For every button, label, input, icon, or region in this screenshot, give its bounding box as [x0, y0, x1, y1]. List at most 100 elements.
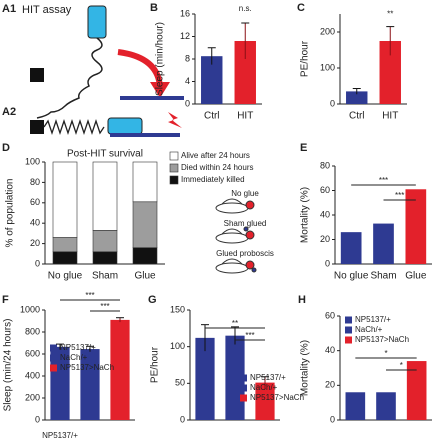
y-tick-label: 0 — [330, 414, 335, 424]
y-axis-label: Sleep (min/24 hours) — [3, 319, 14, 412]
x-tick-label: Glue — [405, 271, 427, 282]
y-tick-label: 0 — [330, 98, 335, 108]
bar — [80, 349, 100, 420]
x-tick-label: Sham — [92, 271, 118, 282]
bar — [345, 392, 366, 420]
fly-illustrations — [215, 198, 257, 274]
y-tick-label: 40 — [30, 218, 40, 228]
y-tick-label: 80 — [320, 160, 330, 170]
y-tick-label: 0 — [35, 258, 40, 268]
y-tick-label: 800 — [25, 326, 40, 336]
hit-diagram — [30, 5, 184, 137]
x-tick-label: HIT — [237, 111, 253, 122]
legend-swatch — [345, 336, 352, 344]
bar-segment — [92, 230, 118, 253]
y-tick-label: 60 — [30, 197, 40, 207]
legend-label: Alive after 24 hours — [181, 151, 250, 160]
bar — [234, 41, 256, 104]
bar — [340, 232, 362, 264]
legend-label: NP5137/+ — [250, 373, 286, 382]
bar — [406, 361, 427, 420]
x-tick-label: Sham — [370, 271, 396, 282]
legend-label: NaCh/+ — [60, 353, 88, 362]
y-tick-label: 20 — [325, 380, 335, 390]
significance: *** — [379, 176, 388, 185]
y-tick-label: 150 — [170, 304, 185, 314]
legend-swatch — [240, 384, 247, 392]
y-tick-label: 0 — [180, 414, 185, 424]
legend-label: NaCh/+ — [250, 383, 278, 392]
bar-segment — [132, 161, 158, 203]
legend-swatch — [240, 374, 247, 382]
bar — [225, 335, 245, 420]
legend-label: NP5137>NaCh — [60, 363, 114, 372]
y-tick-label: 200 — [25, 392, 40, 402]
legend-swatch — [169, 175, 179, 185]
significance: n.s. — [239, 4, 252, 13]
legend-label: NaCh/+ — [355, 325, 383, 334]
x-tick-label: Ctrl — [204, 111, 220, 122]
legend-label: NP5137/+ — [355, 315, 391, 324]
y-tick-label: 0 — [35, 414, 40, 424]
legend-swatch — [169, 151, 179, 161]
legend-swatch — [50, 364, 57, 372]
bar — [346, 91, 368, 104]
y-tick-label: 20 — [320, 234, 330, 244]
y-tick-label: 600 — [25, 348, 40, 358]
illustration-label: Glued proboscis — [216, 249, 274, 258]
panel-label: D — [2, 142, 10, 154]
y-tick-label: 4 — [185, 76, 190, 86]
legend-swatch — [169, 163, 179, 173]
bar — [379, 41, 401, 104]
panel-label: H — [298, 294, 306, 306]
diagram-title: HIT assay — [22, 4, 72, 16]
bar — [376, 392, 396, 420]
panel-label: B — [150, 2, 158, 14]
panel-label: A2 — [2, 106, 16, 118]
legend-swatch — [345, 326, 352, 334]
y-tick-label: 200 — [320, 26, 335, 36]
significance: ** — [232, 319, 238, 328]
y-tick-label: 60 — [325, 310, 335, 320]
significance: *** — [395, 191, 404, 200]
y-tick-label: 80 — [30, 177, 40, 187]
bar — [201, 56, 223, 104]
bar — [195, 337, 215, 420]
significance: *** — [245, 331, 254, 340]
bar-segment — [132, 201, 158, 248]
y-tick-label: 100 — [25, 156, 40, 166]
y-tick-label: 1000 — [20, 304, 40, 314]
bar — [405, 189, 427, 264]
y-tick-label: 50 — [175, 378, 185, 388]
x-tick-label: HIT — [382, 111, 398, 122]
y-tick-label: 40 — [325, 345, 335, 355]
significance: * — [400, 361, 403, 370]
significance: *** — [85, 291, 94, 300]
chart-title: Post-HIT survival — [67, 149, 143, 160]
bar-segment — [52, 237, 78, 253]
bar — [110, 319, 130, 420]
significance: *** — [100, 302, 109, 311]
legend-swatch — [240, 394, 247, 402]
illustration-label: Sham glued — [224, 219, 267, 228]
illustration-label: No glue — [231, 189, 259, 198]
x-tick-label: No glue — [48, 271, 83, 282]
bar — [373, 223, 394, 264]
x-tick-label: No glue — [334, 271, 369, 282]
legend-swatch — [50, 354, 57, 362]
x-tick-label: Ctrl — [349, 111, 365, 122]
significance: * — [384, 349, 387, 358]
y-tick-label: 16 — [180, 8, 190, 18]
y-tick-label: 100 — [170, 341, 185, 351]
panel-label: F — [2, 294, 9, 306]
panel-label: C — [297, 2, 305, 14]
legend-label: Immediately killed — [181, 175, 245, 184]
legend-swatch — [345, 316, 352, 324]
legend-label: NP5137>NaCh — [250, 393, 304, 402]
y-tick-label: 20 — [30, 238, 40, 248]
y-tick-label: 0 — [325, 258, 330, 268]
x-tick-label: Glue — [134, 271, 156, 282]
panel-label: E — [300, 142, 307, 154]
